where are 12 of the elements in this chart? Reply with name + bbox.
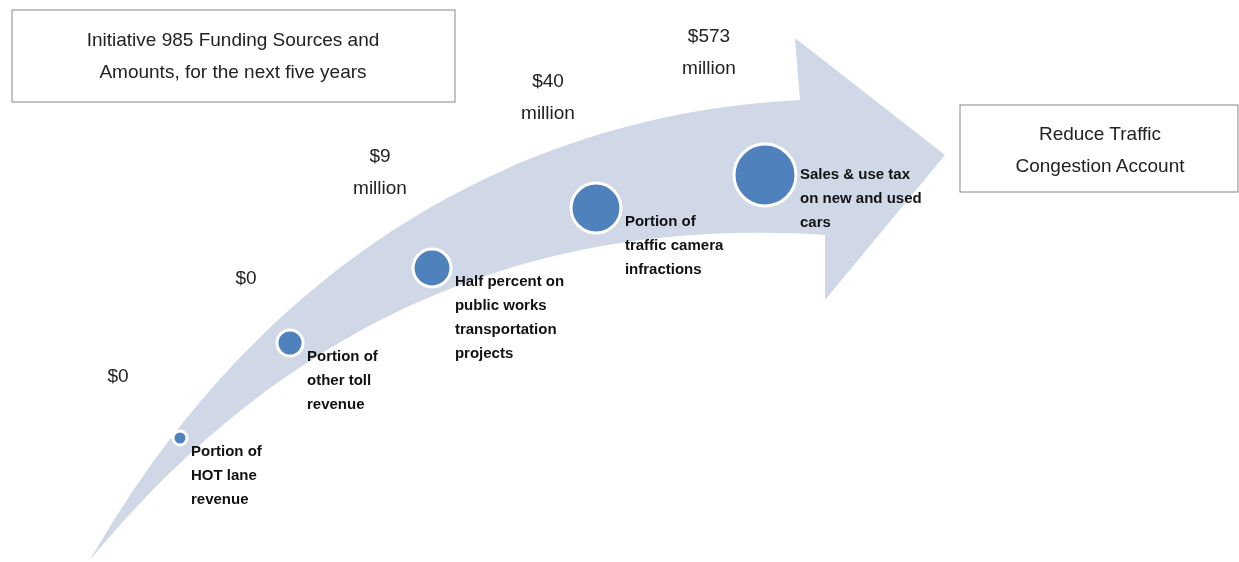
data-label: $0 [235,267,257,288]
category-label: Sales & use tax on new and used cars [799,165,922,230]
category-label: Half percent on public works transportation projects [454,272,565,361]
data-label: $40 million [521,70,575,123]
category-label: Portion of other toll revenue [307,347,379,412]
data-label: $9 million [353,145,407,198]
data-label: $573 million [682,25,736,78]
data-label: $0 [107,365,129,386]
text: Initiative 985 Funding Sources and Amounts, for the next five years [86,29,380,82]
category-label: Portion of HOT lane revenue [191,442,263,507]
category-label: Portion of traffic camera infractions [624,212,724,277]
text: Reduce Traffic Congestion Account [1015,123,1186,176]
